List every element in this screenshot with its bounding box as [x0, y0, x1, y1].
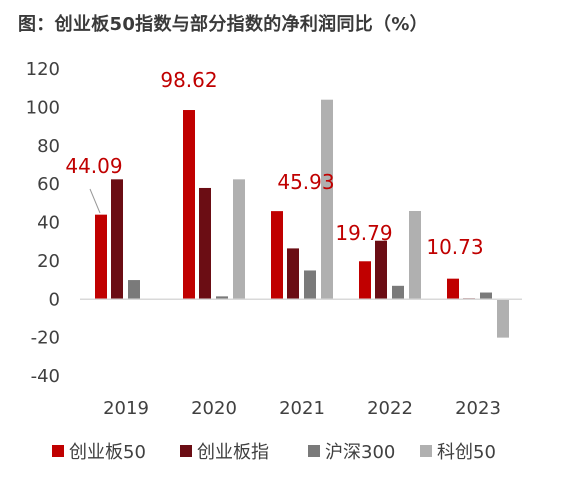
- legend-swatch-沪深300: [308, 445, 320, 457]
- x-tick-label: 2023: [455, 398, 501, 419]
- y-tick-label: 60: [37, 174, 60, 195]
- bar-创业板50-2023: [447, 278, 459, 300]
- x-axis: 2019 2020 2021 2022 2023: [103, 398, 501, 419]
- bar-创业板50-2020: [183, 110, 195, 300]
- legend-label: 创业板指: [197, 442, 269, 463]
- chart-title: 图：创业板50指数与部分指数的净利润同比（%）: [18, 14, 428, 35]
- bar-沪深300-2021: [304, 270, 316, 300]
- y-tick-label: 20: [37, 251, 60, 272]
- bar-沪深300-2022: [392, 285, 404, 300]
- x-tick-label: 2021: [279, 398, 325, 419]
- legend-label: 创业板50: [69, 442, 146, 463]
- data-label-2023: 10.73: [426, 235, 483, 259]
- y-tick-label: -20: [31, 328, 60, 349]
- bar-创业板50-2021: [271, 211, 283, 300]
- y-tick-label: 100: [26, 97, 60, 118]
- y-tick-label: -40: [31, 366, 60, 387]
- y-tick-label: 120: [26, 59, 60, 80]
- data-label-2021: 45.93: [277, 170, 334, 194]
- bar-创业板指-2019: [111, 179, 123, 300]
- legend-label: 沪深300: [325, 442, 395, 463]
- x-tick-label: 2020: [191, 398, 237, 419]
- y-axis: 120 100 80 60 40 20 0 -20 -40: [26, 59, 60, 387]
- legend-label: 科创50: [437, 442, 496, 463]
- y-tick-label: 40: [37, 213, 60, 234]
- y-tick-label: 80: [37, 136, 60, 157]
- legend-swatch-科创50: [420, 445, 432, 457]
- y-tick-label: 0: [49, 289, 60, 310]
- bar-科创50-2020: [233, 179, 245, 300]
- plot-area: [95, 99, 509, 338]
- legend-swatch-创业板50: [52, 445, 64, 457]
- bar-沪深300-2019: [128, 280, 140, 300]
- bar-科创50-2023: [497, 299, 509, 338]
- x-tick-label: 2022: [367, 398, 413, 419]
- bar-沪深300-2020: [216, 296, 228, 300]
- bar-创业板指-2021: [287, 248, 299, 300]
- bar-沪深300-2023: [480, 292, 492, 300]
- legend-swatch-创业板指: [180, 445, 192, 457]
- data-label-2022: 19.79: [335, 221, 392, 245]
- bar-创业板50-2019: [95, 214, 107, 300]
- data-label-leader-line: [89, 188, 101, 214]
- bar-科创50-2022: [409, 210, 421, 300]
- bar-创业板指-2020: [199, 187, 211, 300]
- data-label-2019: 44.09: [65, 154, 122, 178]
- x-tick-label: 2019: [103, 398, 149, 419]
- legend: 创业板50 创业板指 沪深300 科创50: [52, 442, 496, 463]
- bar-创业板指-2022: [375, 240, 387, 300]
- bar-创业板50-2022: [359, 261, 371, 300]
- bar-科创50-2021: [321, 99, 333, 300]
- data-labels: 44.09 98.62 45.93 19.79 10.73: [65, 68, 483, 259]
- data-label-2020: 98.62: [160, 68, 217, 92]
